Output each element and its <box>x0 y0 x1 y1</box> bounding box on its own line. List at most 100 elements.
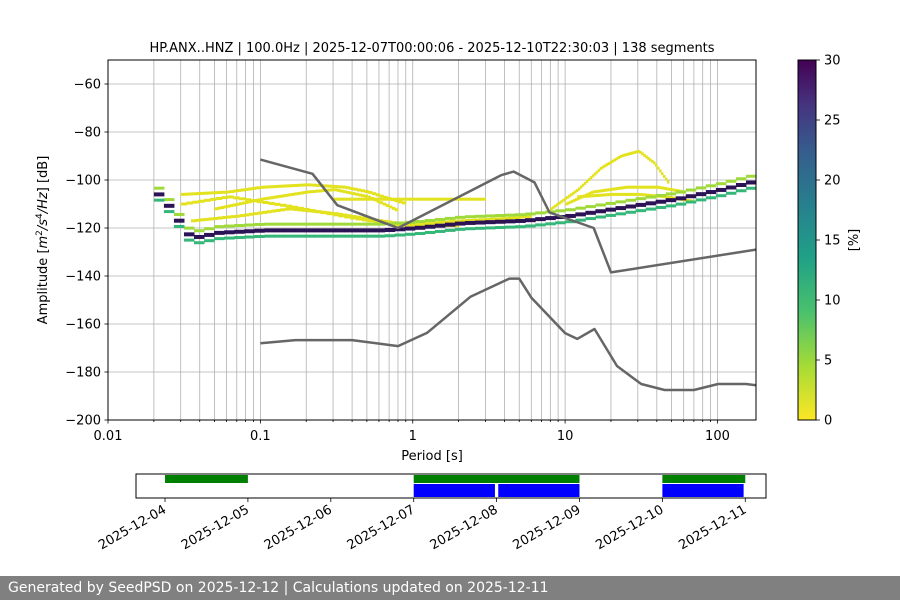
psd-cell <box>616 187 619 191</box>
psd-cell <box>204 198 211 202</box>
psd-cell <box>374 234 386 238</box>
psd-cell <box>565 213 576 218</box>
psd-cell <box>271 209 277 213</box>
psd-cell <box>444 222 456 227</box>
psd-cell <box>209 197 217 201</box>
psd-cell <box>659 186 663 190</box>
psd-cell <box>673 188 677 192</box>
psd-cell <box>235 214 241 218</box>
psd-cell <box>333 188 338 192</box>
psd-cell <box>264 234 275 238</box>
psd-cell <box>649 158 652 162</box>
psd-cell <box>204 217 210 221</box>
psd-cell <box>637 192 640 196</box>
psd-cell <box>665 204 677 208</box>
psd-cell <box>564 197 567 201</box>
psd-cell <box>387 220 393 224</box>
psd-cell <box>618 186 621 190</box>
psd-cell <box>635 209 647 213</box>
psd-cell <box>251 199 255 203</box>
psd-cell <box>224 236 235 240</box>
psd-cell <box>457 197 461 201</box>
psd-cell <box>394 199 399 203</box>
psd-cell <box>655 199 667 204</box>
psd-cell <box>657 185 661 189</box>
psd-cell <box>725 179 737 183</box>
psd-cell <box>321 189 326 193</box>
psd-cell <box>284 228 295 233</box>
psd-cell <box>333 197 337 201</box>
psd-cell <box>576 188 579 192</box>
nhnm-line <box>260 158 756 274</box>
psd-cell <box>654 185 657 189</box>
psd-cell <box>745 174 756 178</box>
psd-cell <box>579 195 582 199</box>
psd-cell <box>238 202 243 206</box>
psd-cell <box>484 217 491 221</box>
psd-cell <box>242 201 246 205</box>
x-axis: 0.01 0.1 1 10 100 <box>94 420 730 444</box>
psd-cell <box>350 197 354 201</box>
psd-cell <box>555 221 566 225</box>
psd-cell <box>411 197 415 201</box>
psd-cell <box>173 212 185 216</box>
psd-cell <box>404 232 416 236</box>
psd-cell <box>281 184 287 188</box>
psd-cell <box>472 218 480 222</box>
psd-cell <box>525 215 532 219</box>
colorbar-tick-label: 20 <box>824 174 841 189</box>
psd-cell <box>326 184 332 188</box>
psd-cell <box>635 202 647 207</box>
psd-cell <box>442 197 446 201</box>
psd-cell <box>621 154 624 158</box>
psd-cell <box>199 191 204 195</box>
chart-title: HP.ANX..HNZ | 100.0Hz | 2025-12-07T00:00… <box>149 41 714 56</box>
colorbar-label: [%] <box>847 229 862 252</box>
psd-cell <box>349 186 354 190</box>
psd-cell <box>354 222 366 226</box>
x-tick-label: 1 <box>409 429 417 444</box>
psd-cell <box>358 197 362 201</box>
psd-cell <box>505 219 516 224</box>
psd-cell <box>398 200 403 204</box>
psd-cell <box>505 213 516 217</box>
psd-cell <box>382 219 388 223</box>
psd-cell <box>595 209 606 214</box>
psd-cell <box>597 168 601 172</box>
psd-cell <box>293 183 298 187</box>
psd-cell <box>396 197 400 201</box>
psd-cell <box>356 217 363 221</box>
psd-cell <box>204 227 215 231</box>
psd-cell <box>626 185 629 189</box>
psd-cell <box>525 218 536 223</box>
psd-cell <box>344 228 356 233</box>
psd-cell <box>311 209 317 213</box>
psd-cell <box>627 192 631 196</box>
psd-cell <box>505 225 516 229</box>
psd-cell <box>602 188 606 192</box>
psd-cell <box>495 219 506 224</box>
psd-cell <box>642 185 645 189</box>
psd-cell <box>192 200 199 204</box>
psd-cell <box>439 197 443 201</box>
psd-cell <box>221 190 227 194</box>
psd-cell <box>391 206 396 210</box>
psd-cell <box>406 197 410 201</box>
psd-cell <box>388 197 392 201</box>
psd-cell <box>373 220 380 224</box>
psd-cell <box>585 205 596 209</box>
psd-cell <box>251 186 257 190</box>
psd-cell <box>244 223 255 227</box>
psd-cell <box>554 204 557 208</box>
psd-cell <box>615 200 627 204</box>
psd-cell <box>214 237 225 241</box>
psd-cell <box>475 226 486 230</box>
psd-cell <box>432 197 436 201</box>
noise-models <box>260 158 756 392</box>
psd-cell <box>396 223 404 227</box>
psd-cell <box>404 197 408 201</box>
psd-cell <box>304 183 309 187</box>
psd-cell <box>619 192 623 196</box>
psd-cell <box>424 197 428 201</box>
